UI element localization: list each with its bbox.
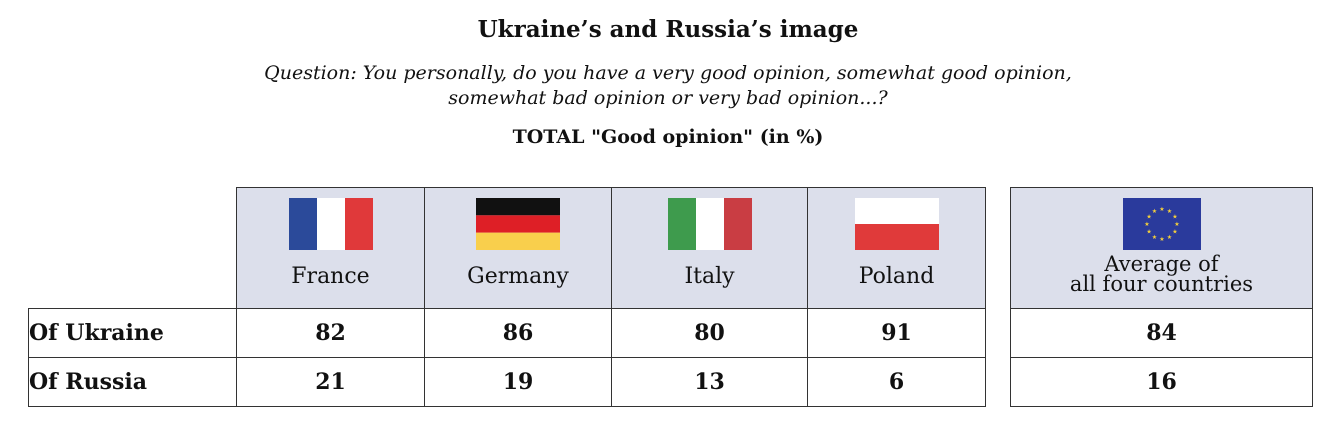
eu-star-icon: ★: [1146, 229, 1151, 236]
cell-russia-italy: 13: [611, 357, 808, 407]
eu-star-icon: ★: [1166, 234, 1171, 241]
header-row: France Germany Italy Poland: [28, 187, 986, 309]
eu-star-icon: ★: [1159, 236, 1164, 243]
row-label-russia: Of Russia: [28, 357, 237, 407]
question-line-1: Question: You personally, do you have a …: [264, 62, 1072, 84]
table-row-russia: Of Russia 21 19 13 6: [28, 357, 986, 407]
chart-subtitle: TOTAL "Good opinion" (in %): [512, 126, 824, 148]
column-header-italy: Italy: [611, 187, 808, 309]
cell-ukraine-average: 84: [1010, 308, 1313, 358]
average-row-ukraine: 84: [1010, 308, 1313, 358]
eu-flag-icon: ★★★★★★★★★ ★ ★★: [1122, 198, 1201, 250]
cell-ukraine-germany: 86: [424, 308, 612, 358]
table-row-ukraine: Of Ukraine 82 86 80 91: [28, 308, 986, 358]
question-text: Question: You personally, do you have a …: [0, 61, 1336, 111]
column-label-average: Average of all four countries: [1011, 252, 1312, 296]
eu-star-icon: ★: [1151, 234, 1156, 241]
column-label-france: France: [291, 264, 370, 289]
poland-flag-icon: [854, 198, 939, 250]
average-label-line-2: all four countries: [1069, 272, 1254, 296]
eu-star-icon: ★: [1146, 214, 1151, 221]
average-row-russia: 16: [1010, 357, 1313, 407]
italy-flag-icon: [667, 198, 752, 250]
average-label-line-1: Average of: [1104, 252, 1219, 276]
question-line-2: somewhat bad opinion or very bad opinion…: [448, 87, 888, 109]
eu-star-icon: ★: [1172, 229, 1177, 236]
eu-star-icon: ★: [1151, 208, 1156, 215]
cell-russia-average: 16: [1010, 357, 1313, 407]
eu-star-icon: ★: [1159, 206, 1164, 213]
header-corner: [28, 187, 237, 309]
eu-star-icon: ★: [1174, 221, 1179, 228]
column-header-germany: Germany: [424, 187, 612, 309]
france-flag-icon: [288, 198, 373, 250]
eu-star-icon: ★: [1172, 214, 1177, 221]
average-table: ★ ★ ★ ★ ★ ★ ★ ★ ★ ★ ★ ★ Average of all four countri…: [1010, 187, 1313, 407]
column-header-poland: Poland: [807, 187, 986, 309]
average-header-row: ★ ★ ★ ★ ★ ★ ★ ★ ★ ★ ★ ★ Average of all four countri…: [1010, 187, 1313, 309]
cell-ukraine-poland: 91: [807, 308, 986, 358]
column-label-germany: Germany: [467, 264, 569, 289]
column-label-italy: Italy: [684, 264, 735, 289]
cell-russia-germany: 19: [424, 357, 612, 407]
cell-ukraine-france: 82: [236, 308, 425, 358]
chart-title: Ukraine’s and Russia’s image: [477, 16, 859, 43]
column-label-poland: Poland: [858, 264, 935, 289]
eu-star-icon: ★: [1166, 208, 1171, 215]
column-header-average: ★ ★ ★ ★ ★ ★ ★ ★ ★ ★ ★ ★ Average of all four countri…: [1010, 187, 1313, 309]
country-table: France Germany Italy Poland: [28, 187, 986, 407]
germany-flag-icon: [476, 198, 560, 250]
cell-russia-france: 21: [236, 357, 425, 407]
row-label-ukraine: Of Ukraine: [28, 308, 237, 358]
cell-russia-poland: 6: [807, 357, 986, 407]
column-header-france: France: [236, 187, 425, 309]
eu-star-icon: ★: [1144, 221, 1149, 228]
cell-ukraine-italy: 80: [611, 308, 808, 358]
